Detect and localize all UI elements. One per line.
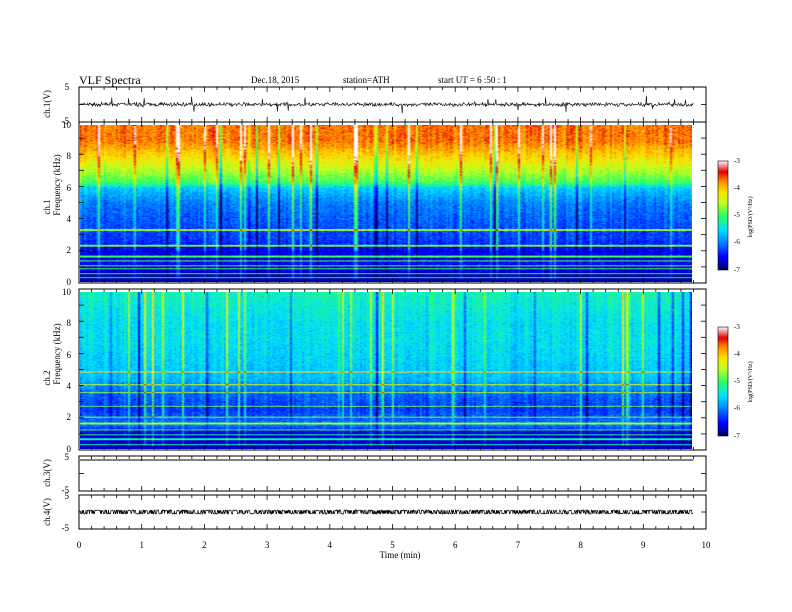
spec2-ytick-4: 4	[67, 381, 72, 391]
spec2-ytick-6: 6	[67, 350, 72, 360]
header-start-time: start UT = 6 :50 : 1	[438, 75, 507, 85]
xtick-1: 1	[139, 540, 144, 550]
ch1-ytick-bottom: -5	[62, 116, 70, 126]
cb2-tick-m5: -5	[734, 377, 740, 385]
xtick-3: 3	[265, 540, 270, 550]
spec2-ytick-0: 0	[67, 444, 72, 454]
cb1-tick-m3: -3	[734, 157, 740, 165]
ch3-ytick-top: 5	[65, 452, 70, 462]
colorbar-ch1-label: log(PSD/(V²/Hz)	[747, 196, 754, 237]
spec2-ylabel: Frequency (kHz)	[52, 323, 62, 384]
xtick-10: 10	[702, 540, 712, 550]
panel-frame-ch3-waveform	[78, 455, 707, 492]
spec1-ylabel: Frequency (kHz)	[52, 154, 62, 215]
xtick-8: 8	[578, 540, 583, 550]
cb2-tick-m4: -4	[734, 350, 740, 358]
xtick-9: 9	[641, 540, 646, 550]
spec2-ytick-10: 10	[62, 287, 72, 297]
cb2-tick-m3: -3	[734, 323, 740, 331]
spec1-ytick-2: 2	[67, 245, 72, 255]
spec1-ytick-6: 6	[67, 183, 72, 193]
spec1-ytick-8: 8	[67, 151, 72, 161]
x-axis-label: Time (min)	[380, 550, 421, 560]
xtick-4: 4	[328, 540, 333, 550]
spectrograms	[80, 125, 692, 449]
panel-frame-ch1-waveform	[78, 86, 707, 123]
xtick-6: 6	[453, 540, 458, 550]
ch3-ytick-bottom: -5	[62, 485, 70, 495]
colorbar-ch2-swatch	[717, 326, 729, 437]
xtick-7: 7	[516, 540, 521, 550]
spec2-ytick-8: 8	[67, 318, 72, 328]
spec1-yticks: 10 8 6 4 2 0	[62, 120, 72, 287]
cb1-tick-m7: -7	[734, 266, 740, 274]
figure-title: VLF Spectra	[79, 73, 141, 87]
header-station: station=ATH	[343, 75, 390, 85]
axis-ticks	[78, 86, 707, 530]
spec2-ytick-2: 2	[67, 412, 72, 422]
colorbar-ch2-label: log(PSD/(V²/Hz)	[747, 361, 754, 402]
cb1-tick-m4: -4	[734, 184, 740, 192]
cb2-tick-m7: -7	[734, 432, 740, 440]
spec1-ytick-10: 10	[62, 120, 72, 130]
spec1-ytick-0: 0	[67, 277, 72, 287]
ch1-waveform-ylabel: ch.1(V)	[42, 90, 52, 118]
colorbar-ch2: -3 -4 -5 -6 -7 log(PSD/(V²/Hz)	[717, 323, 754, 440]
spec2-channel-label: ch.2	[42, 370, 52, 385]
spectrogram-image-ch1	[80, 125, 692, 282]
waveform-line-ch4	[79, 508, 694, 516]
ch3-waveform-ylabel: ch.3(V)	[42, 459, 52, 487]
colorbar-ch1-swatch	[717, 160, 729, 271]
header-date: Dec.18, 2015	[251, 75, 300, 85]
xtick-0: 0	[77, 540, 82, 550]
cb1-tick-m6: -6	[734, 238, 740, 246]
spec2-yticks: 10 8 6 4 2 0	[62, 287, 72, 454]
x-tick-labels: 0 1 2 3 4 5 6 7 8 9 10	[77, 540, 711, 550]
spec1-channel-label: ch.1	[42, 199, 52, 214]
ch1-ytick-top: 5	[65, 82, 70, 92]
cb1-tick-m5: -5	[734, 211, 740, 219]
colorbar-ch1: -3 -4 -5 -6 -7 log(PSD/(V²/Hz)	[717, 157, 754, 274]
ch4-ytick-bottom: -5	[62, 523, 70, 533]
spectrogram-image-ch2	[80, 292, 692, 449]
spec1-ytick-4: 4	[67, 214, 72, 224]
ch4-ytick-top: 5	[65, 491, 70, 501]
xtick-5: 5	[390, 540, 395, 550]
ch4-waveform-ylabel: ch.4(V)	[42, 498, 52, 526]
cb2-tick-m6: -6	[734, 404, 740, 412]
xtick-2: 2	[202, 540, 207, 550]
waveform-line-ch1	[79, 95, 694, 114]
